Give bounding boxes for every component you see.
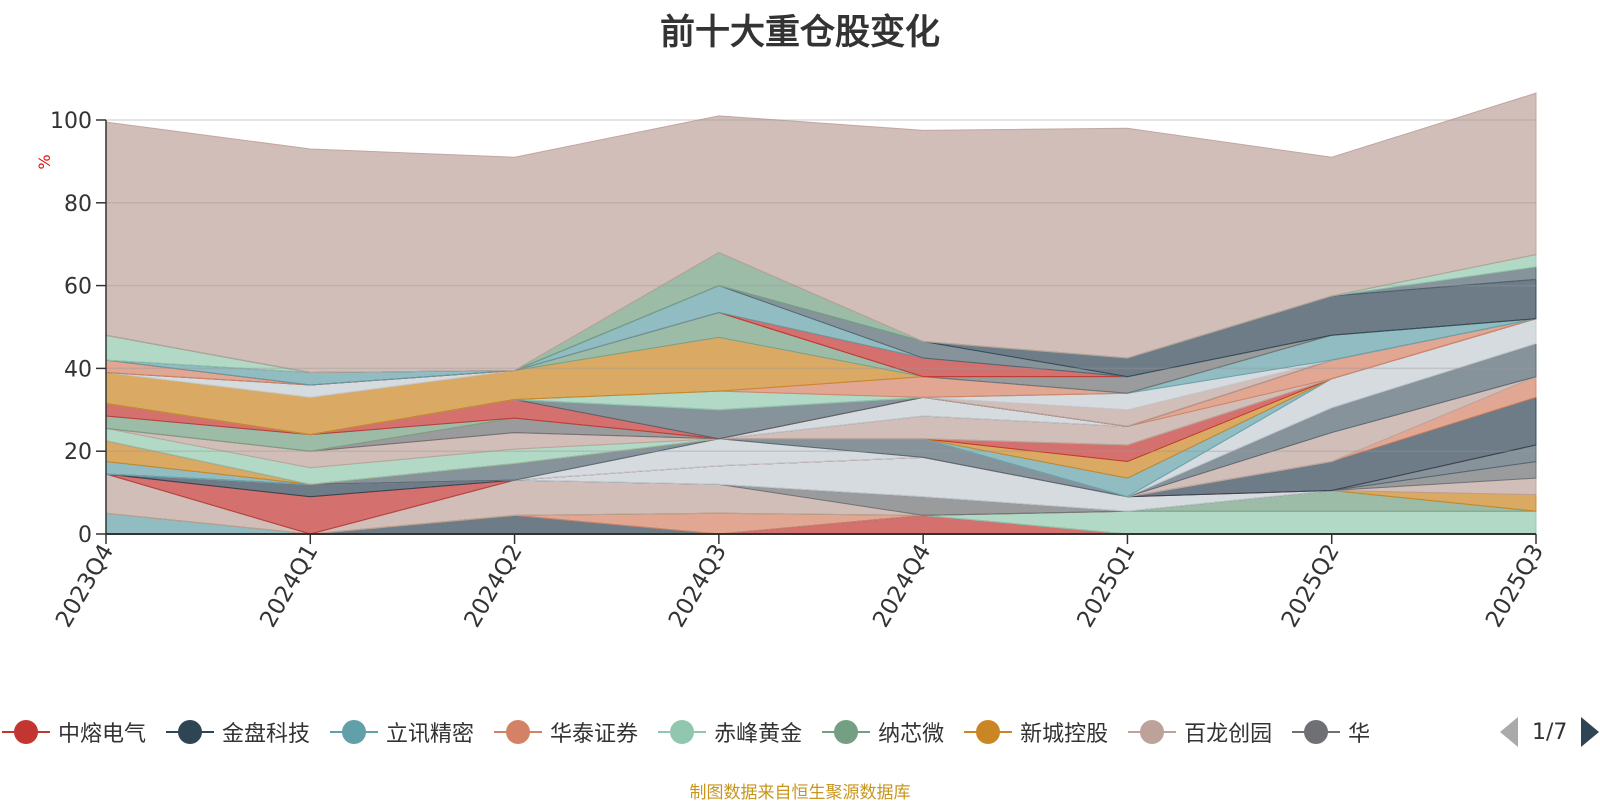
y-tick-label: 60 bbox=[64, 275, 92, 300]
x-tick-label: 2025Q2 bbox=[1277, 540, 1345, 632]
x-tick-label: 2024Q4 bbox=[868, 540, 936, 632]
legend-next-arrow-icon[interactable] bbox=[1581, 717, 1600, 747]
y-tick-label: 0 bbox=[78, 523, 92, 548]
legend-label: 新城控股 bbox=[1020, 722, 1109, 747]
legend-label: 金盘科技 bbox=[222, 722, 311, 747]
legend-marker-icon bbox=[822, 719, 871, 745]
y-tick-label: 80 bbox=[64, 192, 92, 217]
x-tick-label: 2024Q1 bbox=[255, 540, 323, 632]
data-source-note: 制图数据来自恒生聚源数据库 bbox=[689, 783, 911, 803]
x-tick-label: 2025Q1 bbox=[1072, 540, 1140, 632]
grid-lines bbox=[106, 119, 1536, 452]
legend-item[interactable]: 纳芯微 bbox=[822, 706, 944, 758]
legend-item[interactable]: 赤峰黄金 bbox=[658, 706, 802, 758]
legend-item[interactable]: 新城控股 bbox=[964, 706, 1108, 758]
legend-marker-icon bbox=[964, 719, 1013, 745]
legend-item[interactable]: 华泰证券 bbox=[494, 706, 638, 758]
y-tick-label: 20 bbox=[64, 440, 92, 465]
legend-item[interactable]: 中熔电气 bbox=[2, 706, 146, 758]
area-series-group bbox=[105, 92, 1537, 535]
legend-marker-icon bbox=[1292, 719, 1341, 745]
x-tick-label: 2025Q3 bbox=[1481, 540, 1549, 632]
legend-label: 立讯精密 bbox=[386, 722, 475, 747]
legend-label: 华泰证券 bbox=[550, 722, 639, 747]
legend-marker-icon bbox=[494, 719, 543, 745]
legend-label: 纳芯微 bbox=[878, 722, 945, 747]
legend-item[interactable]: 百龙创园 bbox=[1128, 706, 1272, 758]
legend-label: 中熔电气 bbox=[58, 722, 147, 747]
y-tick-label: 40 bbox=[64, 357, 92, 382]
x-tick-label: 2024Q3 bbox=[664, 540, 732, 632]
legend-items: 中熔电气 金盘科技 立讯精密 华泰证券 赤峰黄金 纳芯微 新城控股 百龙创园 华 bbox=[0, 706, 1478, 758]
y-tick-label: 100 bbox=[50, 109, 92, 134]
legend-marker-icon bbox=[166, 719, 215, 745]
legend-prev-arrow-icon[interactable] bbox=[1500, 717, 1518, 747]
y-axis-unit-label: % bbox=[35, 154, 54, 169]
x-tick-label: 2023Q4 bbox=[51, 540, 119, 632]
x-tick-label: 2024Q2 bbox=[460, 540, 528, 632]
legend-pager: 1/7 bbox=[1500, 706, 1600, 758]
area-series-unnamed-48 bbox=[105, 92, 1537, 374]
legend-item[interactable]: 华 bbox=[1292, 706, 1370, 758]
legend-marker-icon bbox=[1128, 719, 1177, 745]
legend: 中熔电气 金盘科技 立讯精密 华泰证券 赤峰黄金 纳芯微 新城控股 百龙创园 华 1/7 bbox=[0, 706, 1600, 758]
legend-page-indicator: 1/7 bbox=[1532, 719, 1568, 745]
legend-marker-icon bbox=[658, 719, 707, 745]
legend-marker-icon bbox=[330, 719, 379, 745]
legend-label: 百龙创园 bbox=[1184, 722, 1273, 747]
legend-label: 华 bbox=[1348, 722, 1371, 747]
legend-marker-icon bbox=[2, 719, 50, 745]
legend-item[interactable]: 金盘科技 bbox=[166, 706, 310, 758]
legend-label: 赤峰黄金 bbox=[714, 722, 803, 747]
chart-title: 前十大重仓股变化 bbox=[659, 13, 940, 53]
area-chart: 0 20 40 60 80 100% 2023Q4 2024Q1 2024Q2 2024Q3 202… bbox=[35, 92, 1549, 632]
legend-item[interactable]: 立讯精密 bbox=[330, 706, 474, 758]
